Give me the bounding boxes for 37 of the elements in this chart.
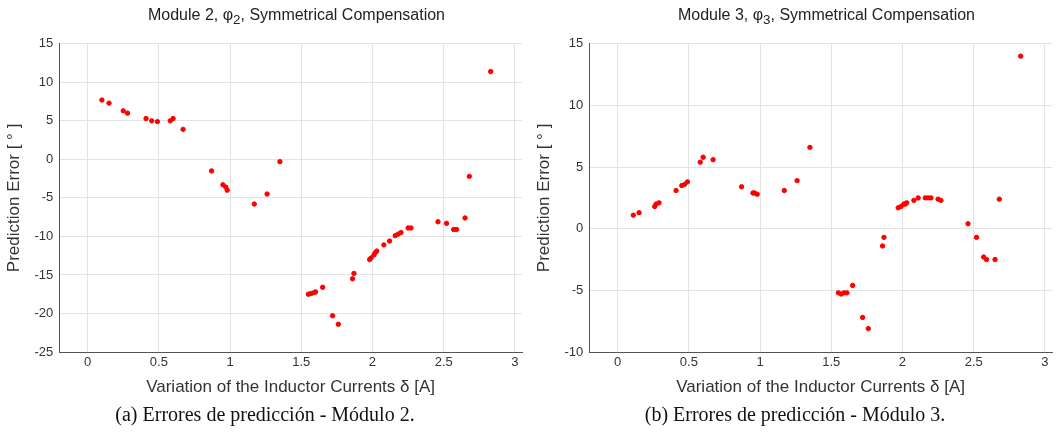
x-tick-label: 3	[1041, 354, 1049, 370]
x-tick-label: 1.5	[292, 354, 311, 370]
x-tick-label: 2.5	[434, 354, 453, 370]
y-tick-label: -10	[34, 228, 54, 243]
x-tick-label: 3	[511, 354, 519, 370]
chart-title: Module 2, φ$_{2}$, Symmetrical Compensation	[147, 6, 446, 28]
y-tick-label: 0	[575, 220, 584, 236]
text: (a) Errores de predicción - Módulo 2.	[114, 403, 416, 426]
x-tick-label: 2	[898, 354, 907, 370]
x-tick-label: 0	[614, 354, 622, 370]
y-tick-label: 5	[575, 158, 584, 174]
x-tick-label: 0	[84, 354, 92, 370]
x-tick-label: 1	[756, 354, 764, 370]
y-tick-label: -25	[34, 343, 54, 359]
x-axis-title: Variation of the Inductor Currents δ [A]	[676, 377, 966, 397]
y-tick-label: -5	[571, 281, 584, 297]
x-tick-label: 2.5	[964, 354, 983, 370]
y-tick-label: 15	[38, 35, 54, 51]
y-axis-title: Prediction Error [ ° ]	[533, 123, 553, 273]
y-axis-title: Prediction Error [ ° ]	[3, 123, 23, 273]
y-tick-label: -15	[34, 266, 54, 282]
text: (b) Errores de predicción - Módulo 3.	[643, 403, 947, 426]
x-tick-label: 1	[226, 354, 234, 370]
y-tick-label: -5	[41, 189, 54, 205]
y-tick-label: 10	[568, 97, 584, 113]
y-tick-label: 15	[568, 35, 584, 51]
y-tick-label: 0	[45, 150, 54, 166]
y-tick-label: -10	[564, 343, 584, 359]
x-tick-label: 0.5	[679, 354, 698, 370]
y-tick-label: 10	[38, 73, 54, 89]
y-tick-label: 5	[45, 112, 54, 128]
chart-title: Module 3, φ$_{3}$, Symmetrical Compensation	[677, 6, 976, 28]
x-tick-label: 2	[368, 354, 377, 370]
x-tick-label: 0.5	[149, 354, 168, 370]
y-tick-label: -20	[34, 305, 54, 321]
x-tick-label: 1.5	[822, 354, 841, 370]
x-axis-title: Variation of the Inductor Currents δ [A]	[146, 377, 436, 397]
